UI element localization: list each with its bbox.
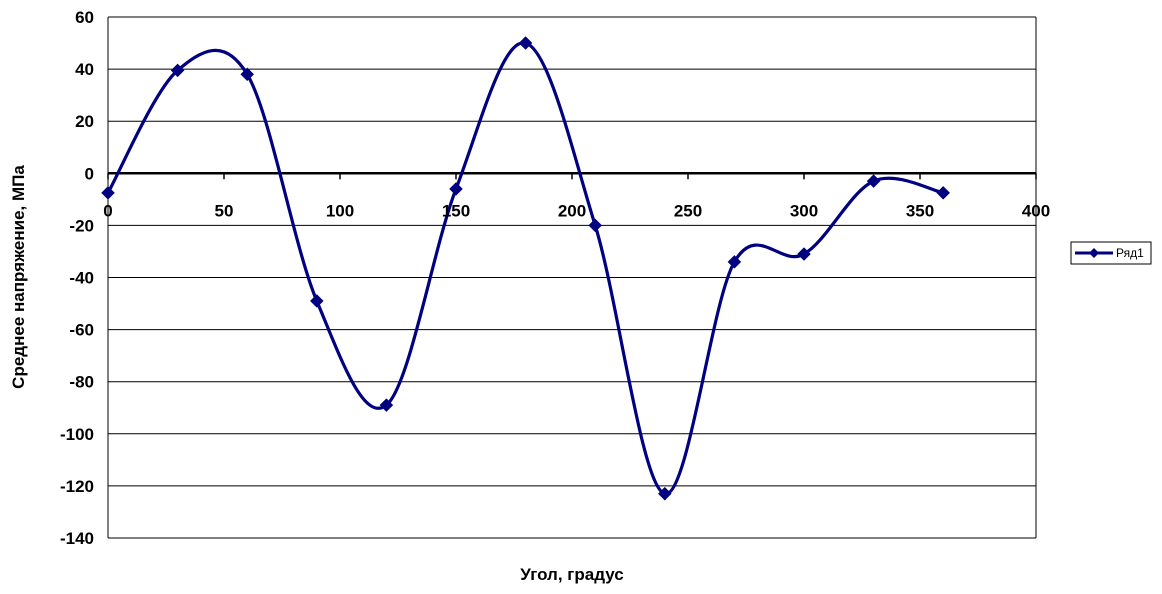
y-tick-label: -140 — [60, 529, 94, 548]
y-tick-label: 20 — [75, 112, 94, 131]
x-tick-label: 300 — [790, 201, 818, 220]
x-tick-label: 100 — [326, 201, 354, 220]
y-tick-label: -120 — [60, 477, 94, 496]
y-tick-label: 0 — [85, 164, 94, 183]
data-point — [449, 182, 463, 196]
data-point — [727, 255, 742, 269]
data-point — [240, 67, 255, 82]
x-tick-label: 250 — [674, 201, 702, 220]
y-axis-title: Среднее напряжение, МПа — [9, 165, 28, 389]
series-line — [106, 41, 944, 496]
y-tick-label: -60 — [69, 321, 94, 340]
legend: Ряд1 — [1070, 241, 1152, 265]
y-tick-label: -100 — [60, 425, 94, 444]
data-point — [518, 36, 533, 50]
axes — [107, 17, 1037, 538]
legend-label: Ряд1 — [1116, 246, 1144, 260]
data-point — [866, 174, 881, 188]
y-tick-label: -80 — [69, 373, 94, 392]
data-point — [379, 398, 394, 412]
y-tick-label: -40 — [69, 269, 94, 288]
x-tick-label: 400 — [1022, 201, 1050, 220]
y-tick-label: -20 — [69, 216, 94, 235]
data-point — [657, 486, 672, 501]
series-layer — [101, 36, 951, 501]
data-point — [936, 185, 951, 200]
data-point — [309, 294, 324, 308]
x-tick-label: 200 — [558, 201, 586, 220]
data-point — [588, 218, 603, 233]
x-tick-label: 0 — [103, 201, 112, 220]
data-point — [101, 185, 115, 200]
x-axis-title: Угол, градус — [520, 565, 623, 584]
y-tick-label: 40 — [75, 60, 94, 79]
x-tick-label: 50 — [215, 201, 234, 220]
x-tick-label: 150 — [442, 201, 470, 220]
x-tick-label: 350 — [906, 201, 934, 220]
y-tick-label: 60 — [75, 8, 94, 27]
data-point — [170, 63, 185, 78]
legend-marker — [1089, 248, 1099, 258]
data-point — [797, 247, 811, 261]
gridlines — [108, 16, 1036, 539]
